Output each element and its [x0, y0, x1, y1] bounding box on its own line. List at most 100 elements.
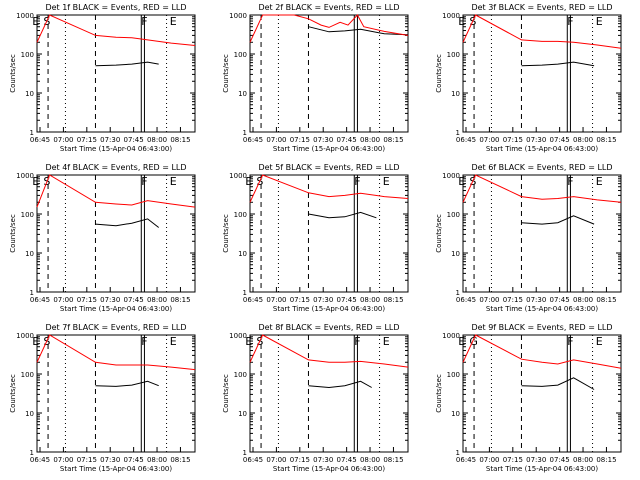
- y-tick-label: 1: [30, 129, 34, 137]
- plot-title: Det 9f BLACK = Events, RED = LLD: [471, 323, 612, 332]
- x-tick-label: 07:15: [77, 296, 97, 304]
- x-tick-label: 07:30: [100, 456, 120, 464]
- x-axis-label: Start Time (15-Apr-04 06:43:00): [486, 465, 598, 473]
- events-series-line: [521, 377, 595, 390]
- x-axis-label: Start Time (15-Apr-04 06:43:00): [60, 145, 172, 153]
- lld-series-line: [36, 14, 196, 46]
- region-marker-label: E: [383, 175, 390, 188]
- y-tick-label: 1: [30, 289, 34, 297]
- plot-title: Det 1f BLACK = Events, RED = LLD: [45, 3, 186, 12]
- plot-panel-3: Det 3f BLACK = Events, RED = LLD 1 10 100 10…: [435, 3, 622, 153]
- region-marker-label: F: [567, 335, 573, 348]
- x-tick-label: 07:30: [313, 456, 333, 464]
- y-axis-label: Counts/sec: [435, 54, 443, 93]
- x-tick-label: 06:45: [30, 456, 50, 464]
- lld-series-line: [462, 334, 622, 369]
- y-tick-label: 10: [238, 410, 247, 418]
- x-tick-label: 08:00: [573, 136, 593, 144]
- y-tick-label: 1000: [442, 12, 460, 20]
- x-tick-label: 07:15: [77, 136, 97, 144]
- x-tick-label: 07:45: [550, 136, 570, 144]
- y-axis-label: Counts/sec: [9, 374, 17, 413]
- x-tick-label: 07:45: [550, 296, 570, 304]
- x-tick-label: 07:30: [526, 456, 546, 464]
- y-tick-label: 10: [451, 250, 460, 258]
- x-tick-label: 08:00: [573, 296, 593, 304]
- y-tick-label: 1000: [229, 12, 247, 20]
- y-axis-label: Counts/sec: [435, 214, 443, 253]
- plot-panel-6: Det 6f BLACK = Events, RED = LLD 1 10 100 10…: [435, 163, 622, 313]
- plot-frame: [249, 174, 409, 293]
- lld-series-line: [249, 174, 409, 203]
- region-marker-label: E: [596, 335, 603, 348]
- plot-frame: [462, 14, 622, 133]
- x-tick-label: 07:00: [53, 136, 73, 144]
- y-tick-label: 1: [30, 449, 34, 457]
- x-tick-label: 08:00: [360, 136, 380, 144]
- x-axis-label: Start Time (15-Apr-04 06:43:00): [273, 305, 385, 313]
- y-tick-label: 1: [456, 449, 460, 457]
- x-axis-label: Start Time (15-Apr-04 06:43:00): [486, 145, 598, 153]
- x-tick-label: 07:15: [503, 296, 523, 304]
- x-tick-label: 07:00: [53, 456, 73, 464]
- x-tick-label: 08:15: [383, 136, 403, 144]
- plot-panel-7: Det 7f BLACK = Events, RED = LLD 1 10 100 10…: [9, 323, 196, 473]
- lld-series-line: [462, 174, 622, 203]
- x-tick-label: 07:00: [266, 136, 286, 144]
- x-tick-label: 07:00: [479, 136, 499, 144]
- lld-series-line: [249, 334, 409, 368]
- x-tick-label: 07:45: [337, 296, 357, 304]
- region-marker-label: E: [170, 15, 177, 28]
- region-marker-label: E: [596, 15, 603, 28]
- region-marker-label: E: [170, 335, 177, 348]
- plot-panel-5: Det 5f BLACK = Events, RED = LLD 1 10 100 10…: [222, 163, 409, 313]
- x-tick-label: 07:00: [53, 296, 73, 304]
- plot-frame: [462, 174, 622, 293]
- x-tick-label: 07:00: [479, 296, 499, 304]
- x-tick-label: 08:00: [360, 456, 380, 464]
- x-tick-label: 07:15: [77, 456, 97, 464]
- y-tick-label: 1: [243, 129, 247, 137]
- y-tick-label: 100: [234, 51, 247, 59]
- y-tick-label: 10: [238, 250, 247, 258]
- y-axis-label: Counts/sec: [435, 374, 443, 413]
- plot-frame: [36, 334, 196, 453]
- x-tick-label: 07:00: [479, 456, 499, 464]
- plot-title: Det 5f BLACK = Events, RED = LLD: [258, 163, 399, 172]
- x-tick-label: 08:00: [147, 136, 167, 144]
- x-tick-label: 06:45: [30, 296, 50, 304]
- region-marker-label: E: [170, 175, 177, 188]
- x-tick-label: 07:15: [290, 456, 310, 464]
- lld-series-line: [249, 14, 409, 43]
- region-marker-label: E: [458, 175, 465, 188]
- lld-series-line: [36, 334, 196, 371]
- x-tick-label: 08:00: [573, 456, 593, 464]
- region-marker-label: F: [567, 15, 573, 28]
- x-tick-label: 06:45: [456, 296, 476, 304]
- events-series-line: [521, 215, 595, 225]
- y-tick-label: 1: [243, 289, 247, 297]
- y-tick-label: 100: [447, 211, 460, 219]
- x-tick-label: 06:45: [456, 136, 476, 144]
- x-tick-label: 08:15: [596, 456, 616, 464]
- region-marker-label: F: [141, 175, 147, 188]
- plot-title: Det 8f BLACK = Events, RED = LLD: [258, 323, 399, 332]
- plot-panel-9: Det 9f BLACK = Events, RED = LLD 1 10 100 10…: [435, 323, 622, 473]
- x-tick-label: 07:30: [100, 296, 120, 304]
- y-axis-label: Counts/sec: [9, 214, 17, 253]
- x-axis-label: Start Time (15-Apr-04 06:43:00): [273, 465, 385, 473]
- y-tick-label: 10: [25, 90, 34, 98]
- y-axis-label: Counts/sec: [222, 374, 230, 413]
- y-axis-label: Counts/sec: [222, 214, 230, 253]
- events-series-line: [95, 218, 160, 228]
- region-marker-label: F: [354, 175, 360, 188]
- events-series-line: [308, 211, 377, 219]
- x-tick-label: 07:45: [337, 456, 357, 464]
- x-tick-label: 07:30: [526, 136, 546, 144]
- region-marker-label: F: [567, 175, 573, 188]
- x-tick-label: 08:15: [170, 456, 190, 464]
- x-tick-label: 08:15: [383, 456, 403, 464]
- plot-frame: [36, 174, 196, 293]
- x-tick-label: 08:00: [147, 456, 167, 464]
